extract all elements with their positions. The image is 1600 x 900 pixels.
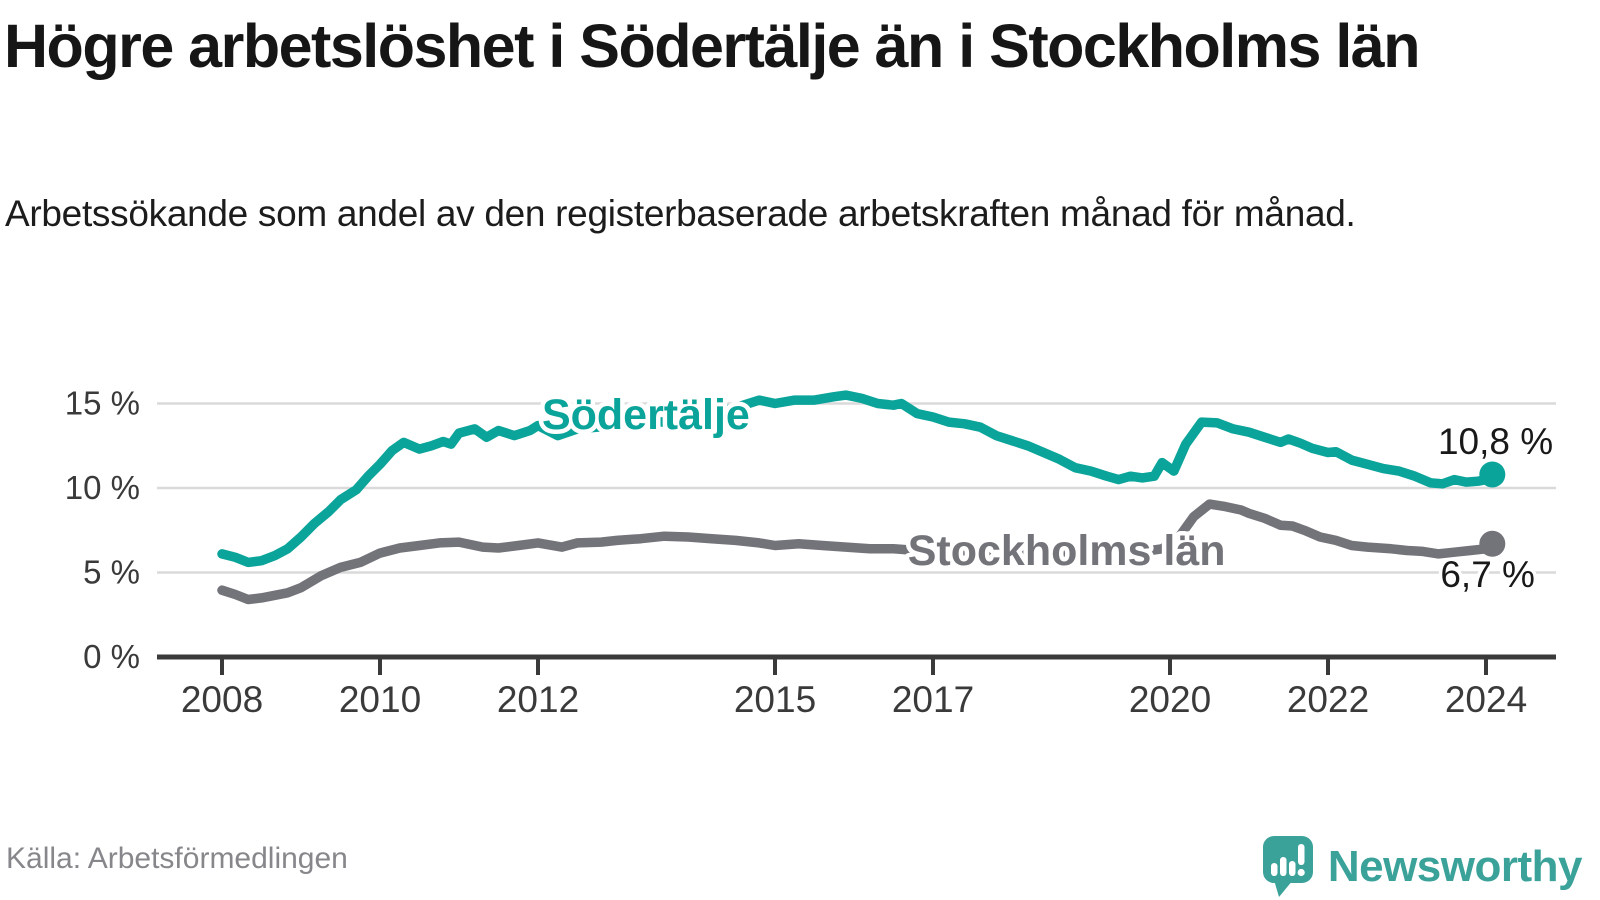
x-tick-label: 2020	[1129, 679, 1211, 720]
x-tick-label: 2010	[339, 679, 421, 720]
chart-title: Högre arbetslöshet i Södertälje än i Sto…	[4, 12, 1421, 80]
x-tick-label: 2015	[734, 679, 816, 720]
x-tick-label: 2024	[1445, 679, 1527, 720]
y-tick-label: 0 %	[83, 638, 140, 675]
sodertalje-line	[217, 390, 1498, 568]
newsworthy-logo-text: Newsworthy	[1327, 841, 1583, 891]
newsworthy-logo-icon	[1262, 836, 1313, 897]
stockholm-line	[217, 499, 1498, 605]
source-note: Källa: Arbetsförmedlingen	[6, 842, 348, 875]
y-tick-label: 15 %	[65, 385, 140, 422]
stockholm-value-label: 6,7 %	[1440, 554, 1535, 595]
sodertalje-series-label: Södertälje	[542, 391, 750, 439]
sodertalje-end-dot	[1479, 461, 1506, 488]
x-tick-label: 2012	[497, 679, 579, 720]
stockholm-end-dot	[1479, 530, 1506, 557]
chart-subtitle: Arbetssökande som andel av den registerb…	[5, 193, 1356, 234]
stockholm-series-label: Stockholms län	[908, 527, 1226, 575]
newsworthy-logo: Newsworthy	[1262, 836, 1583, 897]
x-tick-label: 2022	[1287, 679, 1369, 720]
sodertalje-value-label: 10,8 %	[1438, 421, 1553, 462]
x-tick-label: 2008	[181, 679, 263, 720]
y-tick-label: 5 %	[83, 554, 140, 591]
y-tick-label: 10 %	[65, 469, 140, 506]
x-tick-label: 2017	[892, 679, 974, 720]
